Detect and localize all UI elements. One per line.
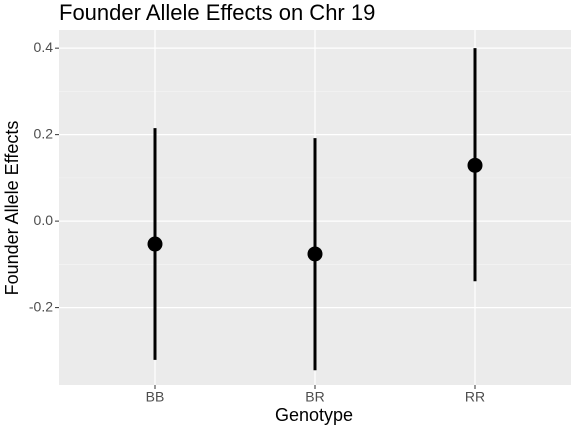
y-tick-label: 0.4	[34, 39, 54, 55]
x-axis-label: Genotype	[275, 405, 353, 425]
point	[307, 246, 323, 262]
point	[147, 236, 163, 252]
y-tick-label: 0.0	[34, 212, 54, 228]
x-tick-label: BB	[146, 389, 165, 405]
y-axis-label: Founder Allele Effects	[2, 121, 22, 296]
x-tick-label: RR	[465, 389, 485, 405]
x-tick-label: BR	[305, 389, 324, 405]
point	[467, 157, 483, 173]
y-tick-label: -0.2	[29, 298, 53, 314]
y-tick-label: 0.2	[34, 125, 54, 141]
chart-title: Founder Allele Effects on Chr 19	[59, 0, 375, 25]
